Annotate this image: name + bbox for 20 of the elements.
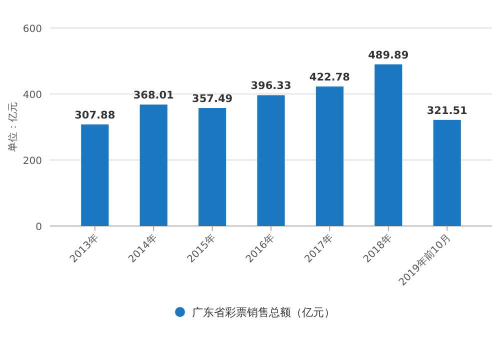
data-label: 489.89 [368, 49, 409, 62]
y-axis-title: 单位：亿元 [7, 102, 19, 152]
data-label: 422.78 [309, 71, 350, 84]
bar [81, 124, 109, 226]
y-tick-label: 600 [22, 24, 42, 35]
bar [198, 108, 226, 226]
data-label: 307.88 [74, 109, 116, 122]
y-tick-label: 0 [36, 222, 42, 233]
y-tick-label: 200 [22, 156, 42, 167]
data-label: 396.33 [250, 80, 292, 92]
data-label: 357.49 [192, 93, 233, 106]
bar [374, 64, 402, 226]
legend-label: 广东省彩票销售总额（亿元） [192, 306, 335, 319]
data-label: 321.51 [426, 104, 468, 117]
bar [433, 120, 461, 226]
bar [140, 104, 168, 226]
bar [316, 86, 344, 226]
data-label: 368.01 [133, 90, 174, 102]
bar [257, 95, 285, 226]
y-tick-label: 400 [22, 90, 42, 101]
